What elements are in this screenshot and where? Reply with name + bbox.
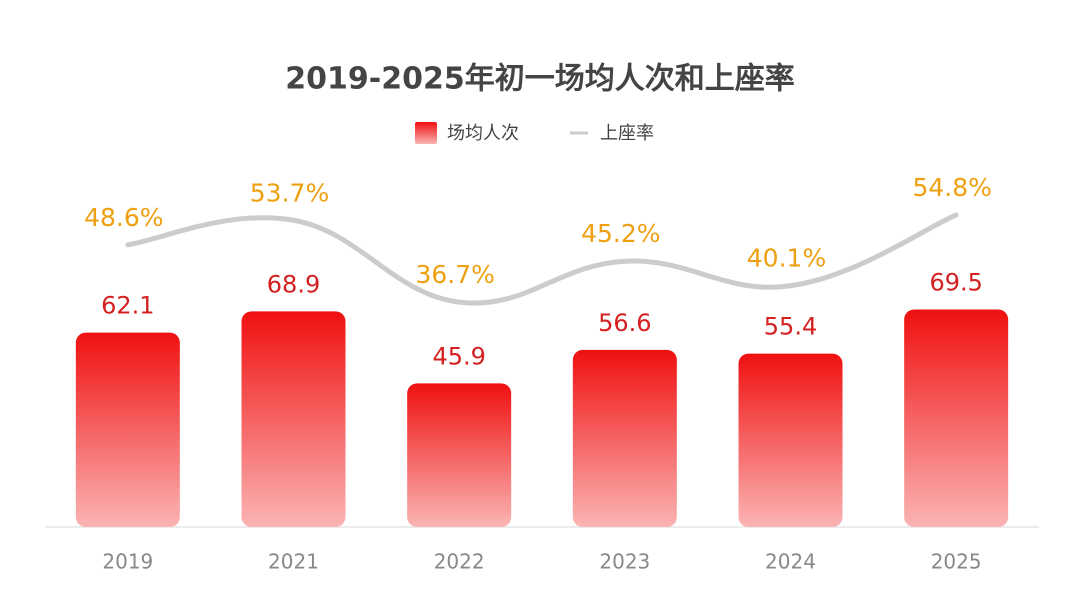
bar [904,309,1009,527]
legend-label: 场均人次 [447,123,519,144]
bar [75,332,180,527]
bar-value-label: 69.5 [929,268,982,296]
line-value-label: 40.1% [747,244,826,273]
x-tick-label: 2023 [599,550,650,574]
bar [241,311,346,527]
bar-value-label: 45.9 [432,342,485,370]
legend-label: 上座率 [600,123,654,144]
bar-value-label: 56.6 [598,309,651,337]
x-tick-label: 2021 [268,550,319,574]
line-value-label: 48.6% [84,203,163,232]
bar [738,353,843,527]
legend-swatch [415,122,437,144]
line-value-label: 36.7% [415,260,494,289]
line-value-label: 45.2% [581,219,660,248]
line-value-label: 53.7% [250,178,329,207]
chart-title: 2019-2025年初一场均人次和上座率 [285,62,794,97]
bar-value-label: 55.4 [764,313,817,341]
line-value-label: 54.8% [912,173,991,202]
bar [407,383,512,527]
line [125,212,959,306]
bar [572,349,677,527]
bar-value-label: 62.1 [101,292,154,320]
x-tick-label: 2019 [102,550,153,574]
x-tick-label: 2024 [765,550,816,574]
x-tick-label: 2025 [931,550,982,574]
bar-value-label: 68.9 [267,270,320,298]
x-tick-label: 2022 [434,550,485,574]
